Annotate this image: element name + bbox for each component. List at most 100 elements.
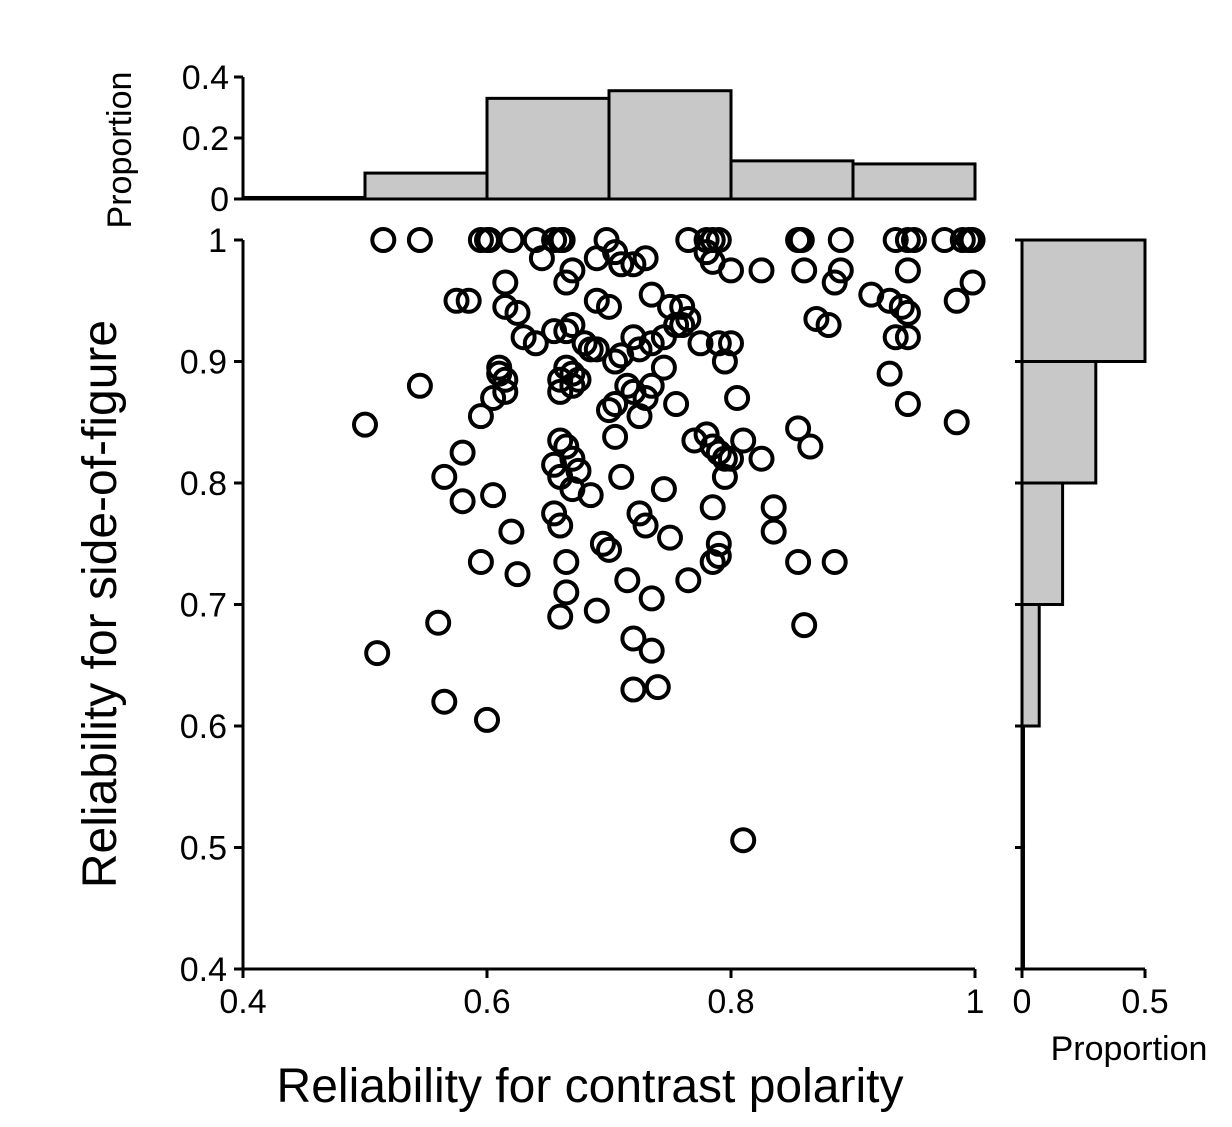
scatter-point xyxy=(614,567,641,594)
right-hist-bar xyxy=(1020,238,1147,363)
scatter-point xyxy=(559,257,586,284)
scatter-point xyxy=(602,348,629,375)
x-tick-label: 1 xyxy=(966,983,985,1021)
scatter-point xyxy=(498,227,525,253)
scatter-point xyxy=(797,433,824,460)
top-hist-bar xyxy=(729,159,855,201)
scatter-point xyxy=(638,372,665,399)
scatter-point xyxy=(370,227,397,253)
scatter-point xyxy=(608,463,635,490)
x-tick-label: 0.6 xyxy=(463,983,510,1021)
scatter-point xyxy=(730,427,757,454)
scatter-point xyxy=(675,227,702,253)
scatter-point xyxy=(718,257,744,284)
scatter-point xyxy=(638,330,665,357)
scatter-point xyxy=(699,494,726,521)
scatter-point xyxy=(705,439,732,466)
scatter-point xyxy=(589,530,616,557)
right-histogram-bars xyxy=(1020,238,1147,971)
y-tick-label: 0.6 xyxy=(180,708,227,746)
scatter-point xyxy=(583,336,610,363)
scatter-point xyxy=(711,463,738,490)
scatter-point xyxy=(553,433,580,460)
scatter-point xyxy=(480,482,507,509)
right-hist-ticks: 0 0.5 xyxy=(1013,238,1169,1021)
scatter-point xyxy=(492,269,519,296)
scatter-point xyxy=(620,625,647,652)
scatter-point xyxy=(559,372,586,399)
scatter-point xyxy=(583,597,610,624)
scatter-point xyxy=(894,299,921,326)
y-tick-label: 1 xyxy=(208,222,227,260)
scatter-point xyxy=(549,227,576,253)
y-tick-label: 0.8 xyxy=(180,465,227,503)
scatter-point xyxy=(882,227,909,253)
scatter-point xyxy=(788,227,815,253)
scatter-point xyxy=(876,360,903,387)
scatter-point xyxy=(553,548,580,575)
scatter-point xyxy=(882,324,909,351)
scatter-point xyxy=(669,312,696,339)
scatter-point xyxy=(565,366,592,393)
scatter-point xyxy=(406,227,433,253)
scatter-point xyxy=(614,372,641,399)
scatter-point xyxy=(449,488,476,515)
top-histogram: 0 0.2 0.4 Proportion xyxy=(101,59,977,228)
scatter-point xyxy=(894,257,921,284)
scatter-point xyxy=(650,354,677,381)
scatter-point xyxy=(785,548,812,575)
main-y-axis-label: Reliability for side-of-figure xyxy=(74,320,127,888)
top-hist-y-tick-label: 0 xyxy=(210,181,229,219)
scatter-point xyxy=(711,348,738,375)
scatter-point xyxy=(522,330,549,357)
scatter-point xyxy=(959,227,986,253)
top-hist-y-tick-label: 0.4 xyxy=(182,59,229,97)
right-hist-bar xyxy=(1020,481,1065,606)
scatter-point xyxy=(791,257,818,284)
scatter-point xyxy=(541,500,568,527)
scatter-point xyxy=(626,403,653,430)
scatter-point xyxy=(959,269,986,296)
scatter-point xyxy=(553,318,580,345)
scatter-point xyxy=(602,239,629,266)
scatter-point xyxy=(821,269,848,296)
scatter-point xyxy=(931,227,958,253)
scatter-point xyxy=(571,330,598,357)
scatter-point xyxy=(559,445,586,472)
scatter-point xyxy=(815,312,842,339)
scatter-point xyxy=(443,287,470,314)
x-tick-label: 0.8 xyxy=(707,983,754,1021)
scatter-point xyxy=(724,384,751,411)
top-histogram-bars xyxy=(241,89,977,201)
scatter-point xyxy=(901,227,927,253)
scatter-point xyxy=(577,482,604,509)
scatter-point xyxy=(608,251,635,278)
scatter-point xyxy=(547,366,574,393)
scatter-point xyxy=(626,500,653,527)
scatter-point xyxy=(791,612,818,639)
scatter-point xyxy=(943,287,970,314)
scatter-point xyxy=(510,324,537,351)
y-tick-label: 0.5 xyxy=(180,830,227,868)
scatter-point xyxy=(553,269,580,296)
scatter-point xyxy=(632,512,659,539)
scatter-point xyxy=(638,585,665,612)
scatter-point xyxy=(583,287,610,314)
scatter-point xyxy=(821,548,848,575)
scatter-point xyxy=(492,293,519,320)
top-hist-y-tick-label: 0.2 xyxy=(182,120,229,158)
right-hist-x-tick-label: 0.5 xyxy=(1121,983,1168,1021)
scatter-point xyxy=(894,391,921,418)
scatter-point xyxy=(528,245,555,272)
scatter-point xyxy=(431,463,458,490)
scatter-point xyxy=(650,476,677,503)
scatter-point xyxy=(596,536,622,563)
scatter-point xyxy=(657,524,683,551)
scatter-point xyxy=(803,305,830,332)
scatter-point xyxy=(602,423,629,450)
scatter-point xyxy=(467,548,494,575)
right-hist-bar xyxy=(1020,360,1098,485)
scatter-point xyxy=(638,281,665,308)
main-x-ticks: 0.4 0.6 0.8 1 xyxy=(219,969,984,1021)
